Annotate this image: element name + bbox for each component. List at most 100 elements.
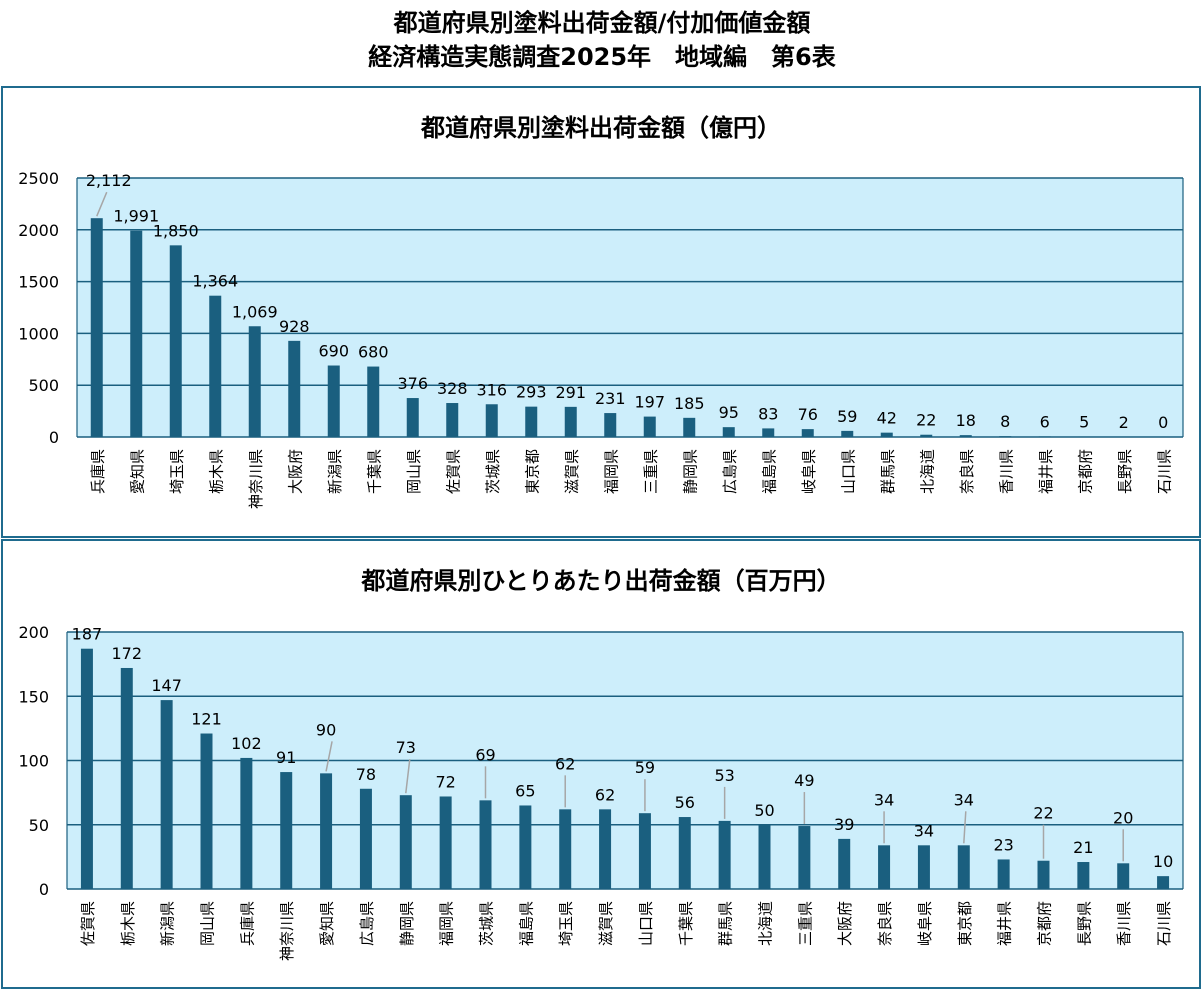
bar [367,366,380,437]
bar [917,845,930,889]
data-label: 197 [634,393,665,412]
category-label: 愛知県 [318,901,336,946]
category-label: 大阪府 [836,901,854,946]
bar [559,809,572,889]
data-label: 34 [954,790,974,809]
data-label: 328 [437,379,468,398]
category-label: 福岡県 [438,901,456,946]
bar [248,326,261,437]
page-title: 都道府県別塗料出荷金額/付加価値金額 [393,9,811,37]
y-tick-label: 0 [49,428,59,447]
category-label: 大阪府 [286,449,304,494]
data-label: 680 [358,343,389,362]
bar [1038,436,1051,437]
category-label: 長野県 [1075,901,1093,946]
category-label: 佐賀県 [444,449,462,494]
bar [997,859,1010,889]
bar [169,245,182,437]
bar [1157,876,1170,889]
bar [439,796,452,889]
data-label: 1,069 [232,302,278,321]
chart-title: 都道府県別ひとりあたり出荷金額（百万円） [360,567,840,595]
bar [758,824,771,889]
data-label: 59 [635,758,655,777]
bar [1078,436,1091,437]
bar [160,700,173,889]
data-label: 73 [396,738,416,757]
category-label: 岡山県 [405,449,423,494]
data-label: 10 [1153,852,1173,871]
shipment-value-chart: 都道府県別塗料出荷金額（億円） 2500 2000 1500 1000 500 0 2,112… [18,114,1184,509]
data-label: 49 [794,771,814,790]
data-label: 22 [1033,804,1053,823]
data-label: 172 [112,644,143,663]
plot-area [77,178,1183,437]
data-label: 2 [1119,413,1129,432]
category-label: 福島県 [517,901,535,946]
data-label: 21 [1073,838,1093,857]
bar [957,845,970,889]
bar [718,820,731,889]
bar [880,432,893,437]
bar [446,403,459,437]
bar [288,340,301,437]
category-label: 広島県 [358,901,376,946]
data-label: 69 [475,745,495,764]
bar [999,436,1012,437]
bar [519,805,532,889]
data-label: 83 [758,404,778,423]
data-label: 91 [276,748,296,767]
data-label: 121 [191,710,222,729]
category-label: 滋賀県 [597,901,615,946]
data-label: 95 [719,403,739,422]
category-label: 静岡県 [398,901,416,946]
bar [959,435,972,437]
data-label: 1,364 [192,272,238,291]
bar [280,772,293,889]
category-label: 福島県 [760,449,778,494]
data-label: 76 [798,405,818,424]
bar [762,428,775,437]
y-tick-label: 1000 [18,324,59,343]
data-label: 72 [435,772,455,791]
category-label: 岐阜県 [916,901,934,946]
data-label: 147 [151,676,182,695]
bar [1037,860,1050,889]
category-label: 兵庫県 [89,449,107,494]
data-label-leader [963,811,967,844]
y-tick-label: 50 [29,816,49,835]
bar [599,809,612,889]
bar [399,795,412,889]
data-label: 690 [318,342,349,361]
category-label: 香川県 [1115,901,1133,946]
chart-title: 都道府県別塗料出荷金額（億円） [420,114,781,142]
data-label: 291 [555,383,586,402]
category-label: 神奈川県 [247,449,265,509]
category-label: 兵庫県 [238,901,256,946]
data-label: 102 [231,734,262,753]
data-label: 18 [956,411,976,430]
category-label: 三重県 [642,449,660,494]
category-label: 奈良県 [876,901,894,946]
data-label: 2,112 [86,171,132,190]
data-label: 20 [1113,808,1133,827]
data-label: 50 [754,801,774,820]
category-label: 滋賀県 [563,449,581,494]
category-label: 北海道 [757,901,775,946]
category-label: 石川県 [1155,901,1173,946]
bar [525,406,538,437]
category-label: 埼玉県 [168,449,186,494]
category-label: 神奈川県 [278,901,296,961]
bar [130,230,143,437]
category-label: 茨城県 [478,901,496,946]
bar [120,667,133,889]
category-label: 栃木県 [207,449,225,494]
data-label: 65 [515,781,535,800]
data-label: 1,850 [153,221,199,240]
data-label: 928 [279,317,310,336]
data-label: 23 [993,835,1013,854]
category-label: 京都府 [1076,449,1094,494]
bar [801,429,814,437]
category-label: 石川県 [1155,449,1173,494]
bar [678,817,691,889]
